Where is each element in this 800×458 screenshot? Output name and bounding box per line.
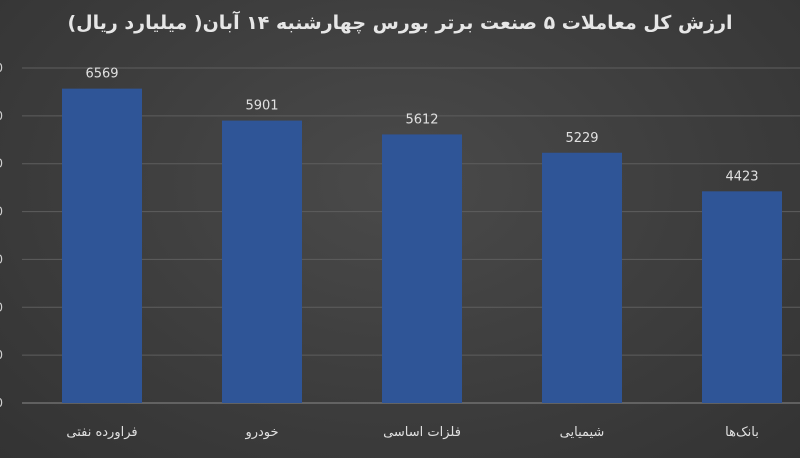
bar (542, 152, 622, 403)
bar (222, 120, 302, 403)
y-tick-label: 0 (0, 396, 3, 410)
chart-title: ارزش کل معاملات ۵ صنعت برتر بورس چهارشنب… (67, 12, 733, 34)
data-label: 4423 (725, 169, 758, 184)
y-tick-label: 7000 (0, 61, 3, 75)
category-label: بانک‌ها (725, 425, 759, 440)
category-label: فراورده نفتی (66, 425, 137, 440)
bar (702, 191, 782, 403)
y-tick-label: 3000 (0, 252, 3, 266)
category-label: خودرو (244, 425, 278, 440)
data-label: 5901 (245, 99, 278, 114)
y-tick-label: 1000 (0, 348, 3, 362)
y-tick-label: 6000 (0, 109, 3, 123)
y-tick-label: 2000 (0, 300, 3, 314)
bar (62, 88, 142, 403)
data-label: 5229 (565, 131, 598, 146)
data-label: 6569 (85, 67, 118, 82)
category-label: فلزات اساسی (383, 425, 461, 440)
y-tick-label: 4000 (0, 205, 3, 219)
category-label: شیمیایی (560, 425, 605, 440)
bar (382, 134, 462, 403)
y-tick-label: 5000 (0, 157, 3, 171)
data-label: 5612 (405, 112, 438, 127)
